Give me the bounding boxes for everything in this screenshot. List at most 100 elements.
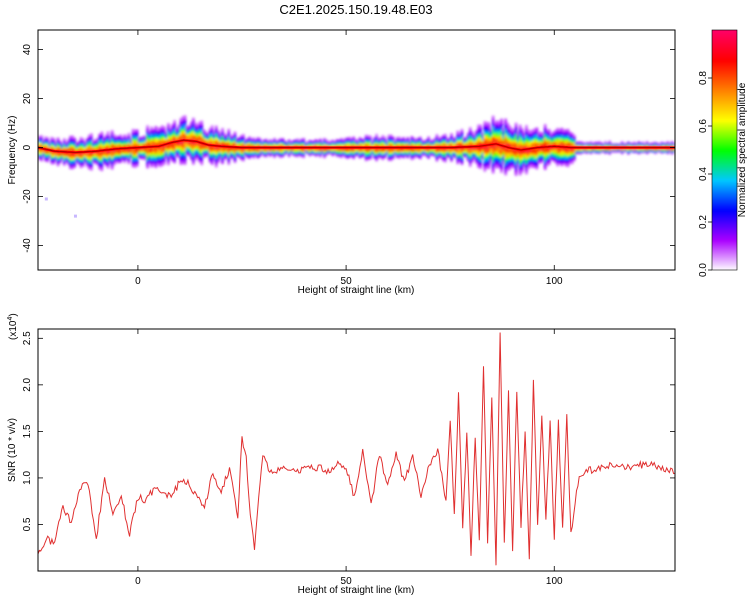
heatmap-cell	[181, 122, 185, 124]
heatmap-cell	[408, 148, 412, 151]
heatmap-cell	[173, 159, 176, 161]
heatmap-cell	[233, 141, 237, 144]
heatmap-cell	[487, 151, 491, 154]
heatmap-cell	[500, 151, 503, 154]
heatmap-cell	[177, 133, 181, 135]
heatmap-cell	[173, 138, 176, 141]
heatmap-cell	[108, 142, 112, 145]
heatmap-cell	[391, 153, 395, 156]
heatmap-cell	[396, 150, 399, 153]
heatmap-cell	[400, 151, 403, 154]
heatmap-cell	[473, 147, 476, 149]
heatmap-cell	[352, 149, 356, 152]
heatmap-cell	[117, 144, 120, 147]
heatmap-cell	[125, 157, 129, 160]
heatmap-cell	[194, 152, 197, 155]
heatmap-cell	[512, 154, 516, 157]
heatmap-cell	[56, 139, 60, 142]
heatmap-cell	[123, 145, 127, 148]
heatmap-cell	[133, 137, 137, 140]
heatmap-cell	[235, 144, 239, 146]
heatmap-cell	[179, 161, 183, 164]
heatmap-cell	[189, 152, 193, 155]
heatmap-cell	[96, 145, 99, 147]
heatmap-cell	[123, 138, 127, 140]
heatmap-cell	[339, 152, 343, 155]
heatmap-cell	[448, 151, 451, 154]
heatmap-cell	[460, 155, 464, 158]
heatmap-cell	[489, 155, 493, 158]
heatmap-cell	[254, 147, 258, 150]
heatmap-cell	[335, 151, 339, 154]
heatmap-cell	[158, 154, 162, 157]
heatmap-cell	[389, 138, 393, 141]
heatmap-cell	[192, 123, 195, 126]
heatmap-cell	[468, 127, 472, 129]
heatmap-cell	[312, 144, 316, 146]
heatmap-cell	[225, 140, 229, 142]
heatmap-cell	[198, 155, 201, 158]
heatmap-cell	[148, 156, 152, 159]
heatmap-cell	[46, 160, 50, 163]
heatmap-cell	[400, 144, 403, 147]
heatmap-cell	[46, 142, 50, 144]
heatmap-cell	[187, 133, 191, 136]
heatmap-cell	[233, 140, 237, 143]
heatmap-cell	[389, 154, 393, 157]
heatmap-cell	[135, 136, 139, 139]
heatmap-cell	[40, 141, 43, 144]
heatmap-cell	[508, 166, 512, 168]
heatmap-cell	[239, 140, 243, 143]
heatmap-cell	[483, 147, 487, 150]
heatmap-cell	[87, 140, 91, 143]
heatmap-cell	[169, 129, 172, 132]
heatmap-cell	[383, 142, 387, 145]
heatmap-cell	[65, 144, 68, 147]
heatmap-cell	[302, 150, 306, 153]
heatmap-cell	[73, 148, 77, 151]
heatmap-cell	[167, 134, 170, 136]
heatmap-cell	[148, 149, 152, 152]
heatmap-cell	[443, 158, 447, 161]
heatmap-cell	[71, 138, 74, 140]
heatmap-cell	[489, 145, 493, 148]
heatmap-cell	[173, 127, 176, 130]
heatmap-cell	[38, 140, 41, 143]
heatmap-cell	[104, 134, 108, 137]
heatmap-cell	[56, 162, 60, 164]
heatmap-cell	[310, 152, 314, 154]
heatmap-cell	[477, 130, 480, 133]
heatmap-cell	[38, 143, 41, 146]
heatmap-cell	[393, 151, 397, 154]
heatmap-cell	[102, 147, 106, 150]
heatmap-cell	[456, 159, 460, 162]
heatmap-cell	[495, 154, 499, 157]
heatmap-cell	[154, 146, 158, 149]
heatmap-cell	[495, 139, 499, 142]
heatmap-cell	[221, 143, 224, 146]
heatmap-cell	[217, 130, 220, 133]
heatmap-cell	[183, 154, 187, 157]
heatmap-cell	[325, 153, 328, 156]
heatmap-cell	[231, 143, 235, 146]
heatmap-cell	[223, 141, 226, 144]
heatmap-cell	[443, 137, 447, 140]
heatmap-cell	[460, 154, 464, 157]
heatmap-cell	[504, 166, 507, 169]
heatmap-cell	[206, 146, 210, 149]
heatmap-cell	[217, 160, 220, 163]
heatmap-cell	[371, 153, 374, 156]
heatmap-cell	[510, 129, 514, 131]
heatmap-cell	[77, 159, 81, 162]
heatmap-cell	[506, 130, 510, 132]
heatmap-cell	[498, 121, 501, 123]
heatmap-cell	[242, 153, 245, 156]
heatmap-cell	[481, 140, 485, 143]
heatmap-cell	[495, 127, 499, 130]
heatmap-cell	[171, 149, 174, 152]
heatmap-cell	[460, 136, 464, 138]
heatmap-cell	[160, 157, 164, 159]
heatmap-cell	[214, 149, 218, 152]
heatmap-cell	[252, 144, 256, 147]
heatmap-cell	[200, 147, 204, 150]
